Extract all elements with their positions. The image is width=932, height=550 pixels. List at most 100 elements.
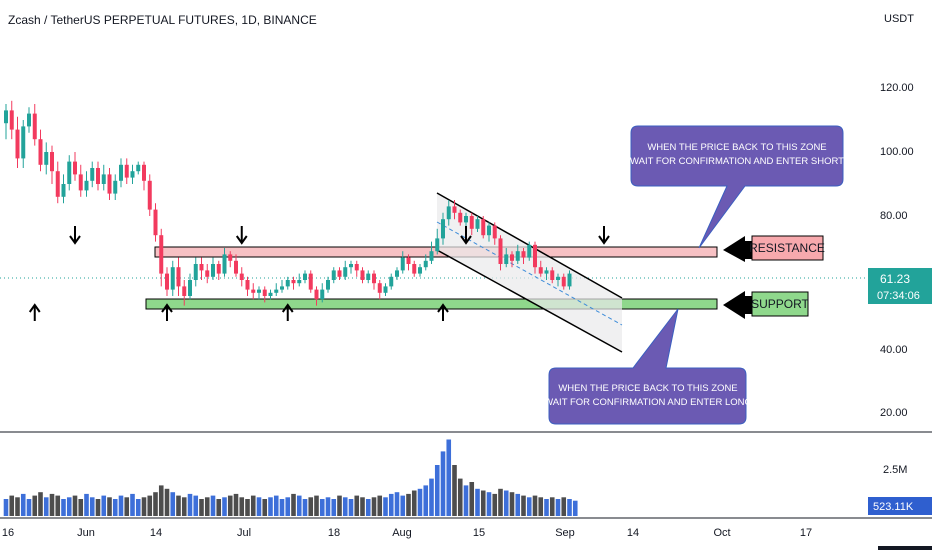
candle-body [349, 264, 353, 268]
volume-bar [342, 497, 348, 516]
x-tick-label: Sep [555, 527, 575, 539]
volume-bar [331, 499, 337, 516]
arrow-up-icon [437, 303, 449, 321]
volume-bar [256, 497, 262, 516]
candle-body [245, 280, 250, 290]
volume-bar [61, 499, 66, 516]
volume-bar [262, 499, 268, 516]
candle-body [9, 110, 14, 130]
x-tick-label: Oct [713, 527, 730, 539]
arrow-down-icon [69, 226, 81, 245]
candle-body [538, 267, 543, 274]
x-tick-label: 14 [150, 527, 162, 539]
volume-bar [124, 497, 130, 516]
candle-body [38, 139, 43, 165]
volume-bar [365, 499, 371, 516]
candle-body [510, 254, 514, 261]
volume-bar [112, 499, 118, 516]
volume-bar [521, 495, 526, 516]
arrow-up-icon [28, 303, 41, 321]
volume-bar [130, 493, 135, 516]
volume-bar [383, 497, 388, 516]
volume-bar [227, 495, 233, 516]
arrow-head [281, 303, 294, 313]
currency-label: USDT [884, 13, 914, 25]
candle-body [475, 219, 480, 229]
volume-last-value: 523.11K [873, 501, 914, 513]
volume-bar [55, 495, 61, 516]
volume-bar [360, 497, 365, 516]
short-note-callout [630, 125, 844, 249]
volume-bar [245, 499, 250, 516]
volume-tick-label: 2.5M [883, 464, 907, 476]
candle-body [383, 286, 388, 293]
candle-body [21, 126, 26, 159]
candle-body [326, 280, 330, 290]
candle-body [533, 244, 537, 268]
arrow-head [235, 235, 248, 245]
volume-bar [141, 497, 147, 516]
y-tick-label: 100.00 [880, 146, 914, 158]
candles-group [4, 100, 572, 306]
y-tick-label: 120.00 [880, 82, 914, 94]
volume-bar [337, 495, 342, 516]
candle-body [107, 174, 112, 194]
x-tick-label: 15 [473, 527, 485, 539]
candle-body [165, 273, 169, 290]
volume-bar [394, 492, 400, 516]
x-axis: 16 Jun 14 Jul 18 Aug 15 Sep 14 Oct 17 [2, 527, 812, 539]
support-label-box [751, 291, 809, 317]
volume-bar [400, 495, 406, 516]
y-tick-label: 80.00 [880, 210, 908, 222]
candle-body [561, 276, 566, 287]
volume-bar [526, 497, 532, 516]
volume-bar [199, 499, 204, 516]
candle-body [124, 164, 129, 178]
candle-body [4, 110, 8, 124]
candle-body [291, 280, 296, 284]
candle-body [113, 180, 118, 194]
candle-body [567, 273, 572, 287]
volume-bar [95, 499, 101, 516]
candle-body [61, 184, 66, 197]
candle-body [297, 280, 302, 284]
long-note-line: WHEN THE PRICE BACK TO THIS ZONE [558, 383, 737, 394]
volume-bar [503, 490, 509, 516]
candle-body [228, 254, 233, 261]
candle-body [44, 152, 49, 165]
y-tick-label: 40.00 [880, 344, 908, 356]
candle-body [199, 264, 204, 271]
candle-body [153, 209, 158, 236]
candle-body [193, 264, 198, 280]
arrow-head [161, 303, 173, 313]
candle-body [136, 164, 141, 172]
volume-bar [153, 492, 158, 516]
long-note-line: WAIT FOR CONFIRMATION AND ENTER LONG [544, 397, 752, 408]
volume-bar [176, 495, 181, 516]
candle-body [78, 174, 83, 191]
volume-bar [187, 493, 193, 516]
volume-bar [302, 499, 308, 516]
candle-body [262, 289, 267, 296]
candle-body [216, 264, 221, 274]
candle-body [400, 257, 405, 271]
volume-bar [38, 492, 43, 516]
candle-body [389, 276, 394, 287]
long-note-callout [548, 308, 747, 425]
candle-body [320, 289, 325, 300]
volume-bar [434, 465, 440, 516]
volume-bar [509, 492, 515, 516]
volume-bar [498, 488, 503, 516]
volume-bar [84, 493, 89, 516]
candle-body [337, 270, 342, 277]
volume-bars-group [3, 439, 578, 516]
channel-lower-line [436, 249, 623, 353]
support-zone [145, 298, 718, 310]
candle-body [280, 286, 284, 290]
volume-bar [291, 493, 296, 516]
volume-bar [348, 499, 354, 516]
candle-body [239, 273, 244, 280]
x-tick-label: 17 [800, 527, 812, 539]
volume-bar [78, 499, 84, 516]
